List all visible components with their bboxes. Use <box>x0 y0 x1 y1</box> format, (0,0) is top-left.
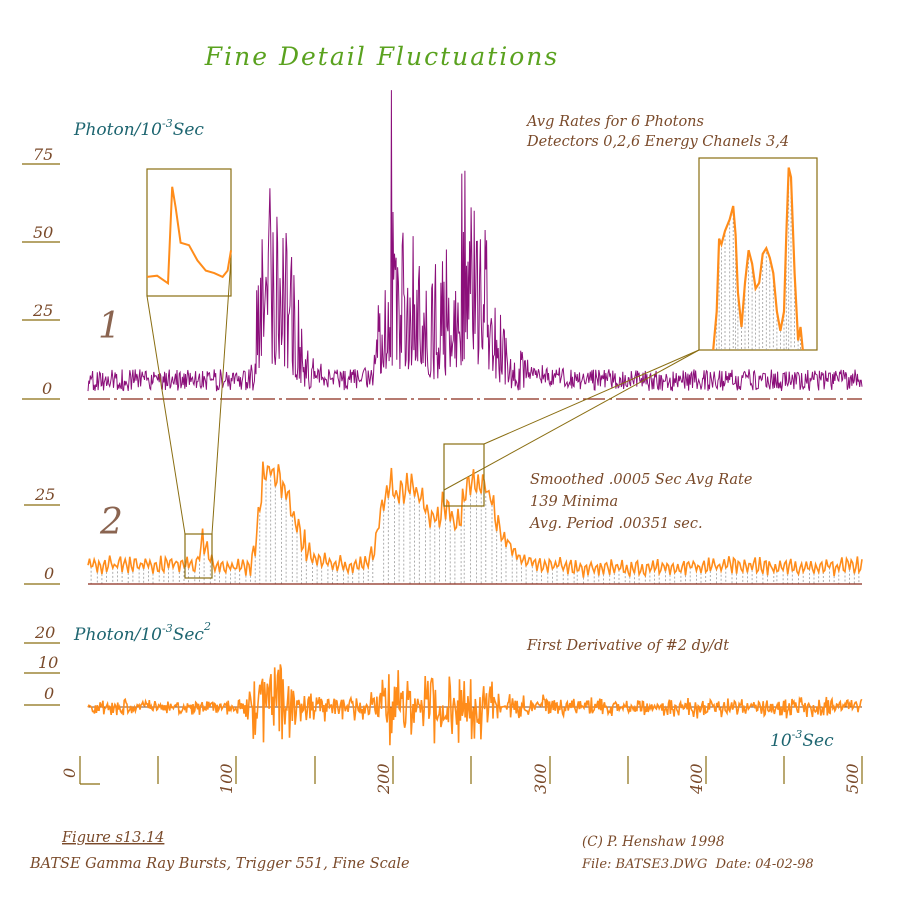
x-tick-label: 200 <box>374 763 393 795</box>
x-unit-main: 10 <box>770 731 792 751</box>
panel3-ytick-label: 10 <box>38 653 58 672</box>
panel2-annotation-line3: Avg. Period .00351 sec. <box>528 516 703 532</box>
panel2-annotation-line2: 139 Minima <box>530 494 618 510</box>
right-inset-connector <box>483 349 700 445</box>
panel1-ytick-label: 75 <box>33 145 53 164</box>
x-unit-label: 10-3Sec <box>770 728 834 751</box>
panel2-zoom-box-left <box>184 533 213 579</box>
panel3-trace <box>87 664 863 746</box>
file-info: File: BATSE3.DWG Date: 04-02-98 <box>581 857 814 872</box>
panel2-trace <box>87 461 863 578</box>
figure-title: Fine Detail Fluctuations <box>204 42 559 71</box>
x-tick-label: 300 <box>531 763 550 794</box>
panel2-trace-number: 2 <box>99 502 123 543</box>
x-unit-tail: Sec <box>802 731 834 751</box>
panel1-unit-sup: -3 <box>162 117 173 130</box>
panel3-ytick-label: 20 <box>34 623 55 642</box>
copyright: (C) P. Henshaw 1998 <box>582 834 725 850</box>
panel3-unit-label: Photon/10-3Sec2 <box>73 620 211 645</box>
panel3-y-axis: 20 10 0 <box>24 623 60 706</box>
panel2-y-axis: 25 0 <box>24 485 60 585</box>
x-tick-label: 100 <box>217 763 236 794</box>
panel2-minima-lines <box>90 475 860 584</box>
left-inset-trace <box>146 186 232 286</box>
panel1-y-axis: 75 50 25 0 <box>22 145 60 400</box>
panel2-annotation-line1: Smoothed .0005 Sec Avg Rate <box>530 472 752 488</box>
panel1-unit-tail: Sec <box>173 120 205 140</box>
panel1-unit-label: Photon/10-3Sec <box>73 117 204 140</box>
panel3-annotation: First Derivative of #2 dy/dt <box>526 638 729 654</box>
right-inset-minima <box>716 167 801 350</box>
panel1-trace-number: 1 <box>98 306 121 347</box>
panel3-ytick-label: 0 <box>44 684 54 703</box>
panel3-unit-sup: -3 <box>162 622 173 635</box>
panel2-ytick-label: 25 <box>34 485 55 504</box>
x-axis: 0 100 200 300 400 500 <box>60 756 863 795</box>
panel3-unit-sup2: 2 <box>203 620 211 633</box>
x-tick-label: 500 <box>843 763 862 794</box>
left-inset-connector-bottom <box>211 257 232 535</box>
panel3-unit-main: Photon/10 <box>73 625 162 645</box>
panel1-annotation-line2: Detectors 0,2,6 Energy Chanels 3,4 <box>526 134 789 150</box>
x-tick-label: 0 <box>60 768 79 778</box>
panel1-unit-main: Photon/10 <box>73 120 162 140</box>
figure-label: Figure s13.14 <box>61 830 164 846</box>
left-inset <box>146 168 232 297</box>
panel1-ytick-label: 50 <box>33 223 53 242</box>
right-inset-connector-top <box>443 349 700 491</box>
x-unit-sup: -3 <box>792 728 803 741</box>
left-inset-connector-top <box>146 295 186 535</box>
panel3-unit-tail: Sec <box>173 625 205 645</box>
panel1-ytick-label: 25 <box>32 301 53 320</box>
panel2-zoom-box-right <box>443 443 485 507</box>
x-tick-label: 400 <box>687 763 706 795</box>
figure-caption: BATSE Gamma Ray Bursts, Trigger 551, Fin… <box>29 856 410 872</box>
right-inset-trace <box>712 167 804 351</box>
panel1-trace <box>87 90 863 392</box>
panel1-ytick-label: 0 <box>42 379 52 398</box>
right-inset <box>698 157 818 351</box>
panel2-ytick-label: 0 <box>44 564 54 583</box>
panel1-annotation-line1: Avg Rates for 6 Photons <box>525 114 704 130</box>
